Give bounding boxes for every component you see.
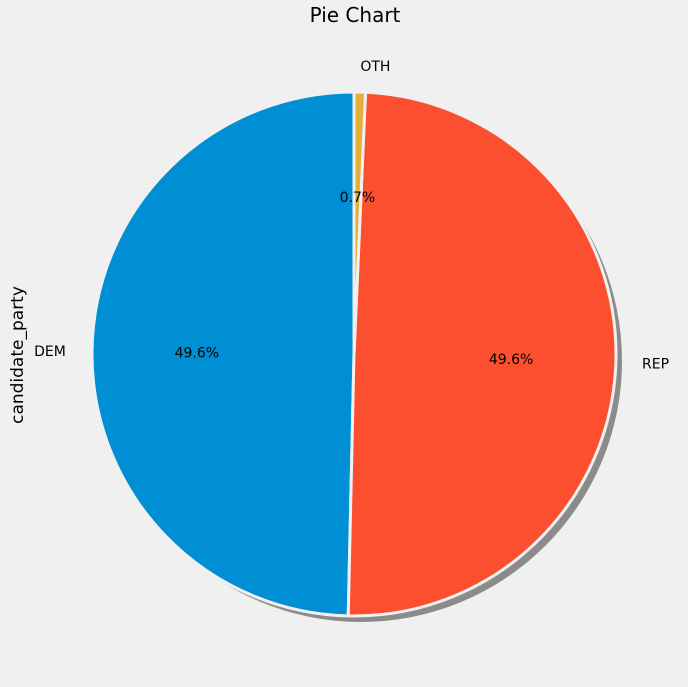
pie-slice-oth	[352, 90, 368, 356]
pie-labels: DEM 49.6% REP 49.6% OTH 0.7%	[34, 59, 669, 373]
chart-title: Pie Chart	[310, 3, 401, 27]
slice-label-rep: REP	[642, 357, 669, 373]
slice-percent-rep: 49.6%	[489, 352, 533, 368]
slice-percent-dem: 49.6%	[175, 345, 219, 361]
pie-slice-rep	[346, 90, 618, 618]
pie-slices	[90, 90, 618, 618]
slice-label-dem: DEM	[34, 344, 66, 360]
y-axis-label: candidate_party	[8, 286, 28, 424]
slice-percent-oth: 0.7%	[340, 190, 376, 206]
slice-label-oth: OTH	[360, 59, 390, 75]
pie-slice-dem	[90, 90, 356, 618]
